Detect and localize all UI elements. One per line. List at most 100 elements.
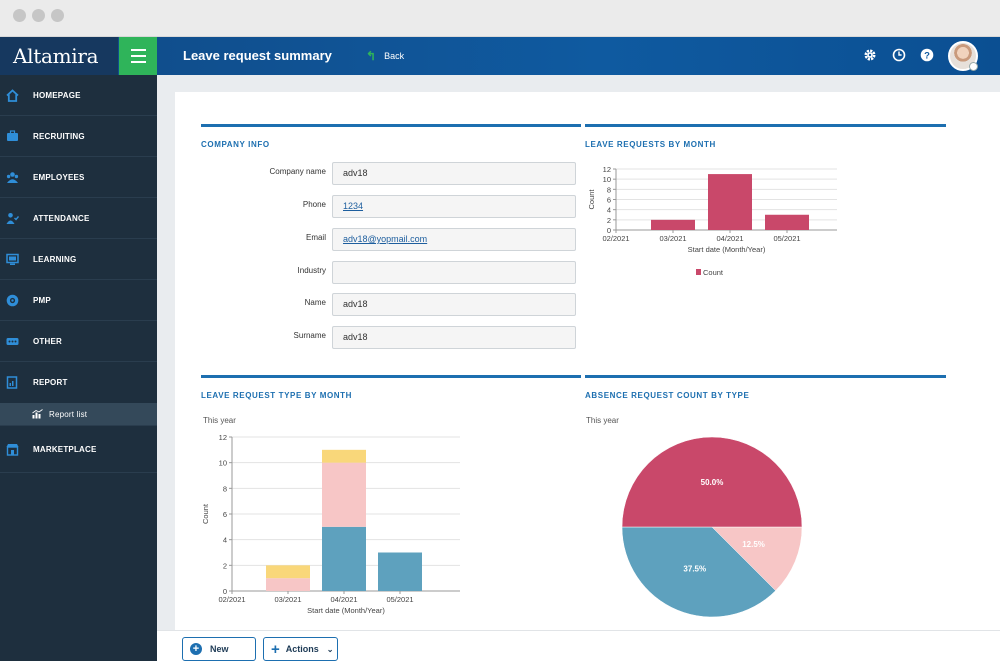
sidebar: HOMEPAGE RECRUITING EMPLOYEES ATTENDANCE… bbox=[0, 75, 157, 661]
legend-swatch bbox=[696, 269, 701, 275]
bar bbox=[322, 526, 366, 591]
x-tick-label: 04/2021 bbox=[716, 234, 743, 243]
x-tick-label: 05/2021 bbox=[773, 234, 800, 243]
sidebar-item-label: HOMEPAGE bbox=[33, 90, 81, 100]
company-info-section: COMPANY INFO bbox=[201, 124, 581, 354]
window-maximize-dot[interactable] bbox=[51, 9, 64, 22]
pie-slice bbox=[621, 526, 776, 618]
window-minimize-dot[interactable] bbox=[32, 9, 45, 22]
help-icon[interactable]: ? bbox=[920, 48, 934, 62]
sidebar-item-attendance[interactable]: ATTENDANCE bbox=[0, 198, 157, 239]
sidebar-item-other[interactable]: OTHER bbox=[0, 321, 157, 362]
recruiting-icon bbox=[7, 130, 18, 141]
actions-button[interactable]: + Actions ⌄ bbox=[263, 637, 338, 661]
sidebar-item-homepage[interactable]: HOMEPAGE bbox=[0, 75, 157, 116]
surname-field[interactable]: adv18 bbox=[332, 326, 576, 349]
marketplace-icon bbox=[6, 444, 19, 456]
bar-chart-icon bbox=[32, 409, 43, 419]
employees-icon bbox=[6, 172, 19, 183]
sidebar-item-label: EMPLOYEES bbox=[33, 172, 85, 182]
x-axis-label: Start date (Month/Year) bbox=[307, 606, 385, 615]
y-tick-label: 8 bbox=[223, 484, 227, 493]
y-tick-label: 10 bbox=[603, 175, 611, 184]
window-close-dot[interactable] bbox=[13, 9, 26, 22]
pie-slice-label: 50.0% bbox=[701, 478, 724, 487]
gear-icon[interactable] bbox=[863, 48, 877, 62]
sidebar-item-recruiting[interactable]: RECRUITING bbox=[0, 116, 157, 157]
bar bbox=[651, 219, 695, 230]
report-panel bbox=[175, 92, 1000, 632]
x-axis-label: Start date (Month/Year) bbox=[688, 245, 766, 254]
industry-field[interactable] bbox=[332, 261, 576, 284]
svg-text:?: ? bbox=[924, 50, 930, 61]
phone-field[interactable]: 1234 bbox=[332, 195, 576, 218]
actions-button-label: Actions bbox=[285, 644, 319, 654]
x-tick-label: 05/2021 bbox=[386, 595, 413, 604]
industry-label: Industry bbox=[297, 266, 326, 275]
plus-circle-icon: + bbox=[190, 643, 202, 655]
y-tick-label: 8 bbox=[607, 185, 611, 194]
pie-slice bbox=[621, 436, 803, 528]
y-tick-label: 2 bbox=[607, 216, 611, 225]
phone-label: Phone bbox=[302, 200, 326, 209]
bar bbox=[322, 449, 366, 463]
clock-icon[interactable] bbox=[892, 48, 906, 62]
bar bbox=[708, 174, 752, 230]
absence-request-pie-chart: 37.5% 12.5% 50.0% bbox=[621, 436, 803, 618]
sidebar-item-label: MARKETPLACE bbox=[33, 444, 97, 454]
y-tick-label: 2 bbox=[223, 561, 227, 570]
y-tick-label: 6 bbox=[223, 510, 227, 519]
y-tick-label: 12 bbox=[219, 433, 227, 442]
chevron-down-icon: ⌄ bbox=[326, 644, 334, 654]
leave-request-type-section: LEAVE REQUEST TYPE BY MONTH bbox=[201, 375, 581, 625]
section-title: LEAVE REQUEST TYPE BY MONTH bbox=[201, 391, 353, 400]
x-tick-label: 03/2021 bbox=[274, 595, 301, 604]
absence-request-count-section: ABSENCE REQUEST COUNT BY TYPE bbox=[585, 375, 946, 625]
section-title: COMPANY INFO bbox=[201, 140, 270, 149]
pie-slice-label: 12.5% bbox=[742, 540, 765, 549]
section-title: LEAVE REQUESTS BY MONTH bbox=[585, 140, 716, 149]
y-axis-label: Count bbox=[587, 189, 596, 210]
sidebar-item-label: PMP bbox=[33, 295, 51, 305]
sidebar-item-learning[interactable]: LEARNING bbox=[0, 239, 157, 280]
name-field[interactable]: adv18 bbox=[332, 293, 576, 316]
new-button-label: New bbox=[210, 644, 229, 654]
sidebar-subitem-report-list[interactable]: Report list bbox=[0, 403, 157, 425]
y-tick-label: 12 bbox=[603, 165, 611, 174]
attendance-icon bbox=[6, 213, 19, 224]
x-tick-label: 02/2021 bbox=[218, 595, 245, 604]
sidebar-item-marketplace[interactable]: MARKETPLACE bbox=[0, 425, 157, 473]
sidebar-item-pmp[interactable]: PMP bbox=[0, 280, 157, 321]
new-button[interactable]: + New bbox=[182, 637, 256, 661]
sidebar-item-label: REPORT bbox=[33, 378, 68, 387]
y-axis-label: Count bbox=[201, 503, 210, 524]
avatar-status-badge bbox=[969, 62, 978, 71]
sidebar-item-employees[interactable]: EMPLOYEES bbox=[0, 157, 157, 198]
back-button[interactable]: ↰ Back bbox=[366, 37, 404, 75]
y-tick-label: 0 bbox=[223, 587, 227, 596]
email-field[interactable]: adv18@yopmail.com bbox=[332, 228, 576, 251]
app-logo[interactable]: Altamira bbox=[0, 37, 118, 75]
y-tick-label: 4 bbox=[223, 536, 227, 545]
home-icon bbox=[6, 89, 19, 102]
pie-slice bbox=[711, 526, 803, 591]
this-year-label: This year bbox=[203, 416, 236, 425]
company-name-label: Company name bbox=[269, 167, 326, 176]
bar bbox=[322, 462, 366, 527]
y-tick-label: 10 bbox=[219, 459, 227, 468]
email-label: Email bbox=[305, 233, 326, 242]
hamburger-menu-button[interactable] bbox=[119, 37, 157, 75]
sidebar-subitem-label: Report list bbox=[49, 409, 88, 419]
sidebar-item-report[interactable]: REPORT bbox=[0, 362, 157, 403]
back-arrow-icon: ↰ bbox=[366, 49, 377, 63]
back-label: Back bbox=[384, 51, 405, 61]
bar bbox=[266, 578, 310, 591]
bar bbox=[378, 552, 422, 591]
page-title: Leave request summary bbox=[183, 48, 332, 63]
bar bbox=[765, 214, 809, 230]
x-tick-label: 03/2021 bbox=[659, 234, 686, 243]
learning-icon bbox=[6, 253, 19, 265]
company-name-field[interactable]: adv18 bbox=[332, 162, 576, 185]
pie-slice-label: 37.5% bbox=[683, 565, 706, 574]
